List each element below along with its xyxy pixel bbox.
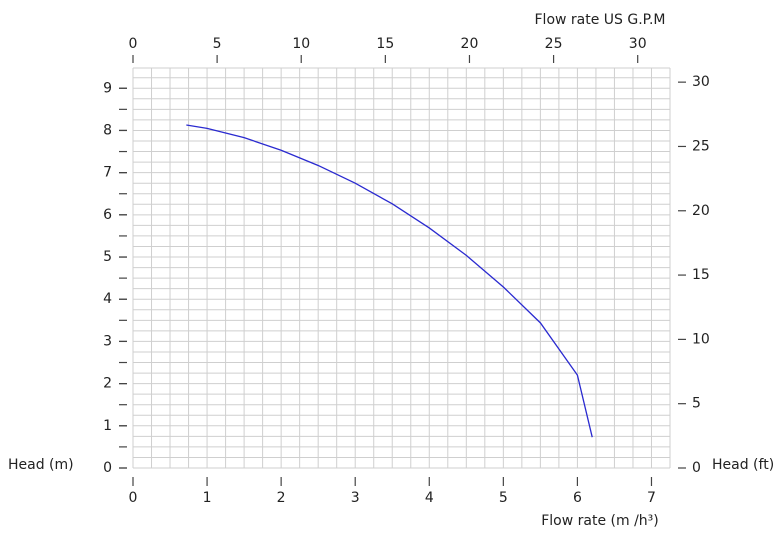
- y2-tick-label: 0: [692, 460, 701, 476]
- curve: [186, 124, 593, 438]
- x2-tick-label: 20: [461, 36, 479, 52]
- y2-tick-label: 30: [692, 74, 710, 90]
- y-axis-label: Head (m): [8, 457, 74, 473]
- x-tick-label: 7: [647, 490, 656, 506]
- x2-tick-label: 10: [292, 36, 310, 52]
- y2-tick-label: 5: [692, 396, 701, 412]
- y-tick-label: 8: [103, 122, 112, 138]
- x2-axis-label: Flow rate US G.P.M: [535, 12, 666, 28]
- x-tick-label: 6: [573, 490, 582, 506]
- y2-tick-label: 20: [692, 203, 710, 219]
- y-tick-label: 9: [103, 80, 112, 96]
- y-tick-label: 6: [103, 207, 112, 223]
- y2-tick-label: 10: [692, 331, 710, 347]
- x-axis-label: Flow rate (m /h³): [541, 513, 659, 529]
- x2-tick-label: 30: [629, 36, 647, 52]
- y-tick-label: 1: [103, 418, 112, 434]
- y2-tick-label: 25: [692, 138, 710, 154]
- x-tick-label: 1: [203, 490, 212, 506]
- x2-tick-label: 25: [545, 36, 563, 52]
- x-tick-label: 0: [129, 490, 138, 506]
- x-tick-label: 2: [277, 490, 286, 506]
- y-tick-label: 3: [103, 333, 112, 349]
- x-tick-label: 3: [351, 490, 360, 506]
- y-tick-label: 7: [103, 165, 112, 181]
- x-tick-label: 4: [425, 490, 434, 506]
- x2-tick-label: 0: [129, 36, 138, 52]
- y2-tick-label: 15: [692, 267, 710, 283]
- y-tick-label: 4: [103, 291, 112, 307]
- y2-axis-label: Head (ft): [712, 457, 774, 473]
- y-tick-label: 2: [103, 376, 112, 392]
- x2-tick-label: 15: [376, 36, 394, 52]
- y-tick-label: 5: [103, 249, 112, 265]
- y-tick-label: 0: [103, 460, 112, 476]
- x2-tick-label: 5: [213, 36, 222, 52]
- x-tick-label: 5: [499, 490, 508, 506]
